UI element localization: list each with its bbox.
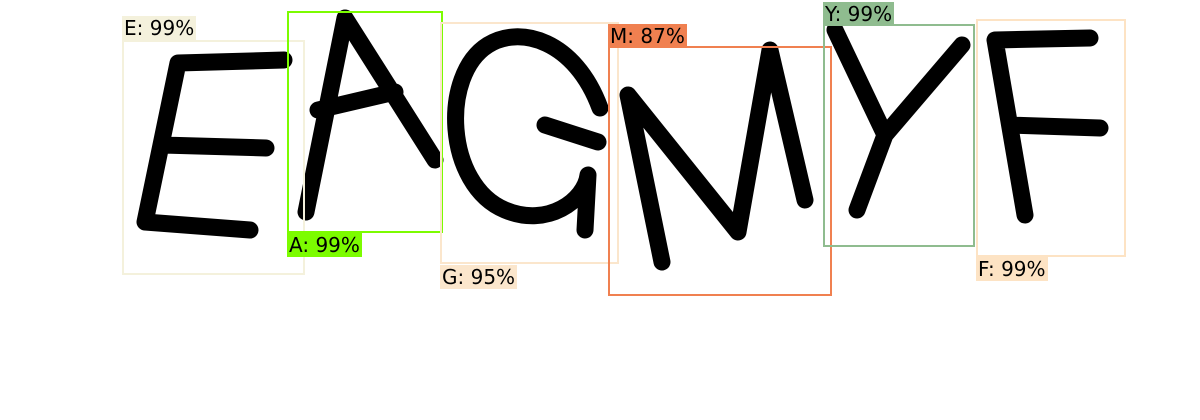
letter-f-glyph <box>986 29 1109 224</box>
letter-y-glyph <box>826 21 971 219</box>
detection-label-y: Y: 99% <box>823 2 895 26</box>
detection-score: 99% <box>847 2 893 26</box>
bounding-box-a <box>287 11 443 233</box>
detection-label-g: G: 95% <box>440 265 518 289</box>
detection-label-a: A: 99% <box>287 233 362 257</box>
detection-label-e: E: 99% <box>122 16 197 40</box>
bounding-box-m <box>608 46 832 296</box>
detection-class: A <box>289 233 303 257</box>
bounding-box-y <box>823 24 975 247</box>
detection-label-f: F: 99% <box>976 257 1048 281</box>
detection-class: M <box>610 24 628 48</box>
detection-class: Y <box>825 2 835 26</box>
detection-class: F <box>978 257 988 281</box>
letter-m-glyph <box>619 41 814 271</box>
bounding-box-g <box>440 22 619 264</box>
detection-class: G <box>442 265 458 289</box>
bounding-box-e <box>122 40 305 275</box>
detection-class: E <box>124 16 137 40</box>
detection-score: 99% <box>1001 257 1046 281</box>
letter-e-glyph <box>136 51 293 239</box>
detection-score: 87% <box>640 24 685 48</box>
detection-score: 99% <box>149 16 195 40</box>
detection-label-m: M: 87% <box>608 24 687 48</box>
detection-score: 99% <box>315 233 360 257</box>
bounding-box-f <box>976 19 1126 257</box>
letter-a-glyph <box>297 9 444 221</box>
letter-g-glyph <box>447 28 609 239</box>
detection-score: 95% <box>470 265 516 289</box>
